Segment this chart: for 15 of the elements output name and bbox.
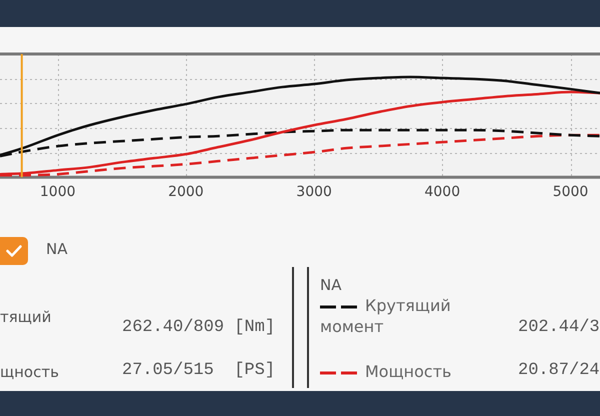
- x-tick-label: 3000: [296, 184, 332, 200]
- legend-title: NA: [320, 275, 342, 295]
- x-tick-label: 5000: [552, 184, 588, 200]
- text: 27.05/515 [PS]: [122, 360, 276, 382]
- legend-label: Мощность: [365, 362, 452, 381]
- legend-label: Крутящий момент: [320, 296, 451, 336]
- text: 202.44/3: [518, 317, 600, 339]
- x-tick-label: 2000: [168, 184, 204, 200]
- text: NA: [46, 239, 68, 260]
- text: 20.87/24: [518, 360, 600, 382]
- text: щность: [0, 362, 59, 383]
- text: тящий: [0, 307, 52, 328]
- x-tick-label: 4000: [424, 184, 460, 200]
- text: 262.40/809 [Nm]: [122, 317, 276, 339]
- x-tick-label: 1000: [40, 184, 76, 200]
